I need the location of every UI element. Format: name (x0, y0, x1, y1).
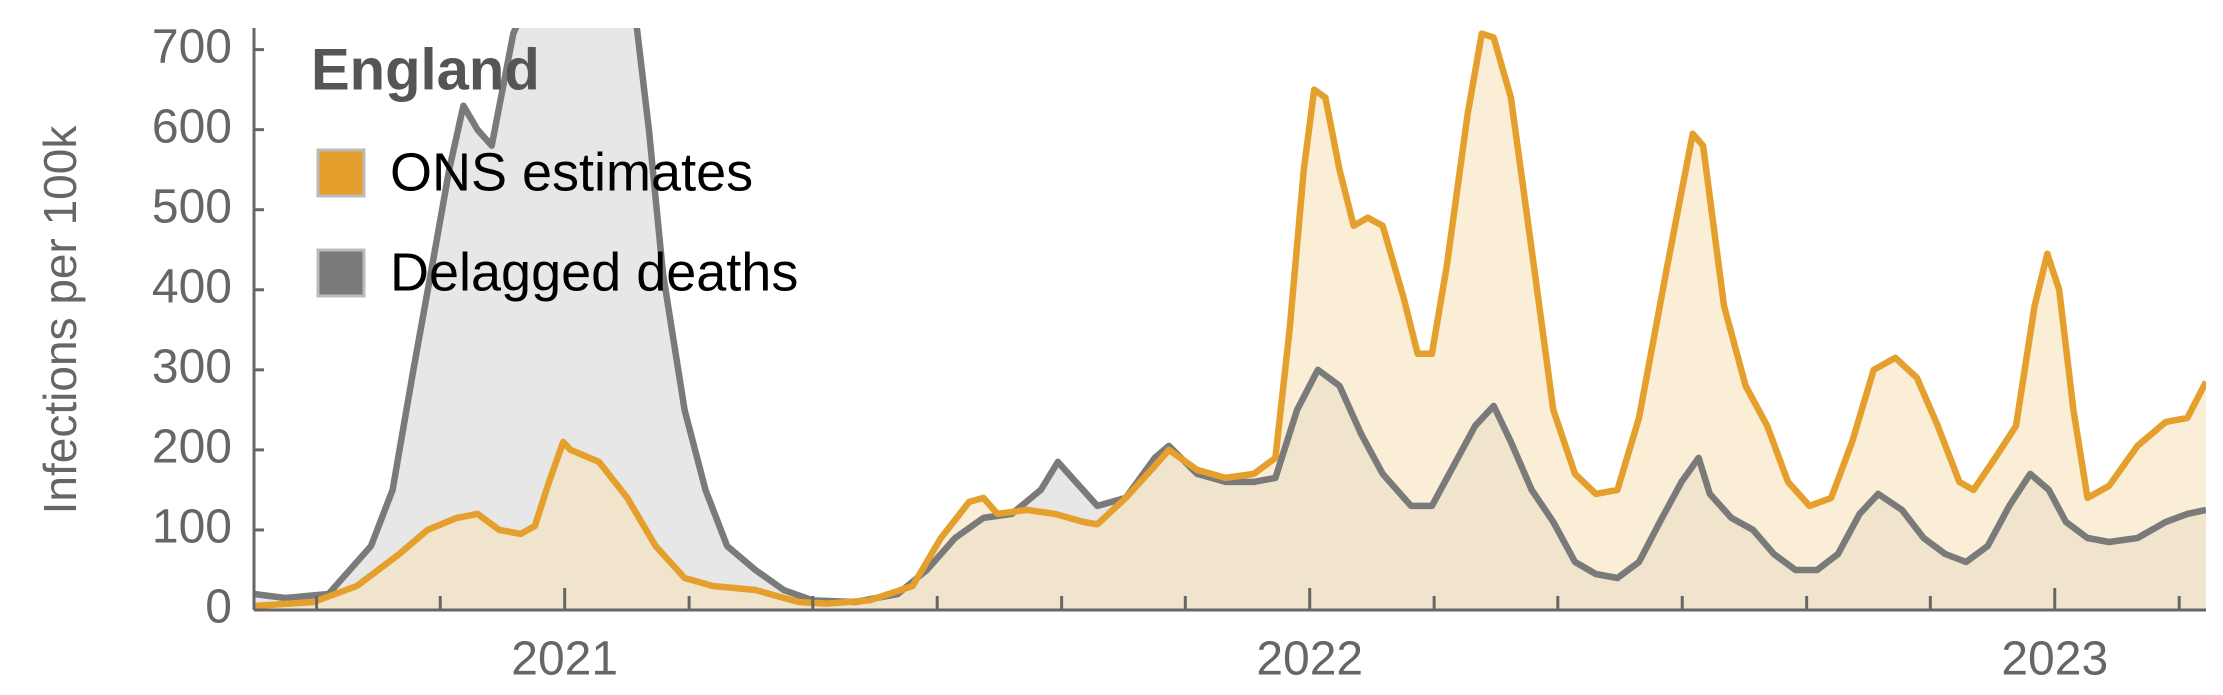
y-axis-label: Infections per 100k (34, 125, 86, 515)
legend-label: ONS estimates (390, 142, 753, 202)
series-line (254, 30, 2206, 610)
x-tick-label: 2022 (1256, 633, 1363, 686)
y-tick-label: 700 (152, 20, 232, 73)
legend-label: Delagged deaths (390, 242, 798, 302)
y-tick-label: 100 (152, 501, 232, 554)
y-tick-label: 600 (152, 100, 232, 153)
area-fill (254, 33, 2206, 610)
y-tick-label: 200 (152, 421, 232, 474)
y-tick-label: 400 (152, 260, 232, 313)
plot-area (254, 28, 2206, 610)
y-tick-label: 500 (152, 180, 232, 233)
legend: England ONS estimates Delagged deaths (311, 37, 798, 302)
y-tick-label: 0 (205, 581, 232, 634)
x-tick-label: 2021 (511, 633, 618, 686)
legend-swatch (316, 248, 366, 298)
x-tick-label: 2023 (2001, 633, 2108, 686)
y-tick-label: 300 (152, 341, 232, 394)
series-line (254, 28, 2206, 606)
legend-swatch (316, 148, 366, 198)
legend-title: England (311, 37, 540, 102)
